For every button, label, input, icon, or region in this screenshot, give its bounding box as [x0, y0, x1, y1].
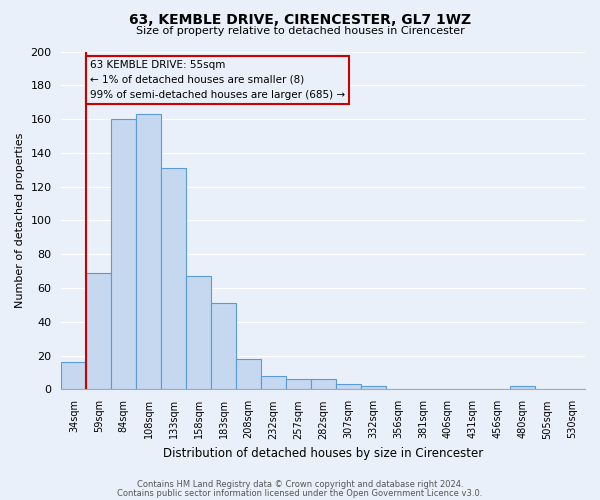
- Bar: [361, 386, 386, 390]
- Text: Contains HM Land Registry data © Crown copyright and database right 2024.: Contains HM Land Registry data © Crown c…: [137, 480, 463, 489]
- Bar: [136, 114, 161, 390]
- Bar: [161, 168, 186, 390]
- Bar: [61, 362, 86, 390]
- Text: Contains public sector information licensed under the Open Government Licence v3: Contains public sector information licen…: [118, 488, 482, 498]
- Bar: [335, 384, 361, 390]
- X-axis label: Distribution of detached houses by size in Cirencester: Distribution of detached houses by size …: [163, 447, 484, 460]
- Bar: [236, 359, 261, 390]
- Y-axis label: Number of detached properties: Number of detached properties: [15, 133, 25, 308]
- Text: 63 KEMBLE DRIVE: 55sqm
← 1% of detached houses are smaller (8)
99% of semi-detac: 63 KEMBLE DRIVE: 55sqm ← 1% of detached …: [90, 60, 345, 100]
- Text: 63, KEMBLE DRIVE, CIRENCESTER, GL7 1WZ: 63, KEMBLE DRIVE, CIRENCESTER, GL7 1WZ: [129, 12, 471, 26]
- Bar: [211, 304, 236, 390]
- Bar: [311, 380, 335, 390]
- Bar: [111, 119, 136, 390]
- Bar: [186, 276, 211, 390]
- Bar: [286, 380, 311, 390]
- Bar: [261, 376, 286, 390]
- Bar: [86, 273, 111, 390]
- Bar: [510, 386, 535, 390]
- Text: Size of property relative to detached houses in Cirencester: Size of property relative to detached ho…: [136, 26, 464, 36]
